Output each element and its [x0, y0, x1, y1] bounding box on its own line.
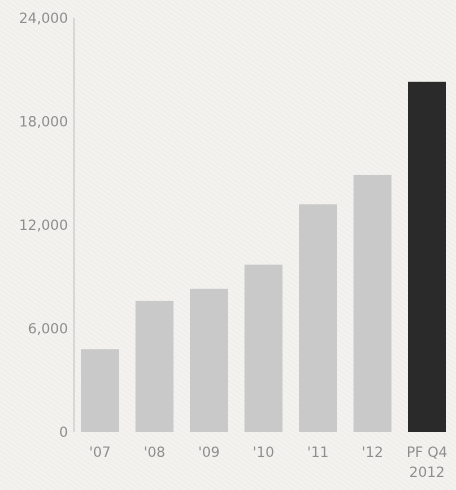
x-category-label: '11: [307, 445, 329, 461]
y-axis-ticks: 0 6,000 12,000 18,000 24,000: [19, 11, 68, 441]
x-category-label: '09: [198, 445, 220, 461]
bar: [190, 288, 228, 432]
bar: [81, 349, 119, 432]
x-category-label: '07: [89, 445, 111, 461]
x-category-label: '12: [362, 445, 384, 461]
bar: [299, 204, 337, 432]
y-tick-label: 24,000: [19, 11, 68, 27]
bar: [135, 300, 174, 432]
x-category-label: PF Q4 2012: [407, 445, 448, 481]
y-tick-label: 18,000: [19, 115, 68, 131]
bars: [81, 81, 446, 432]
x-axis-labels: '07 '08 '09 '10 '11 '12 PF Q4 2012: [89, 445, 447, 481]
bar: [408, 81, 446, 432]
x-category-label: '08: [144, 445, 166, 461]
y-tick-label: 0: [59, 425, 68, 441]
x-category-label: '10: [253, 445, 275, 461]
y-tick-label: 6,000: [28, 322, 68, 338]
y-tick-label: 12,000: [19, 218, 68, 234]
bar: [353, 174, 392, 432]
bar: [244, 264, 283, 432]
